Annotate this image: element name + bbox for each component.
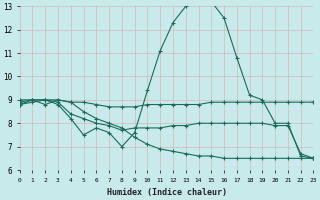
X-axis label: Humidex (Indice chaleur): Humidex (Indice chaleur) bbox=[107, 188, 227, 197]
